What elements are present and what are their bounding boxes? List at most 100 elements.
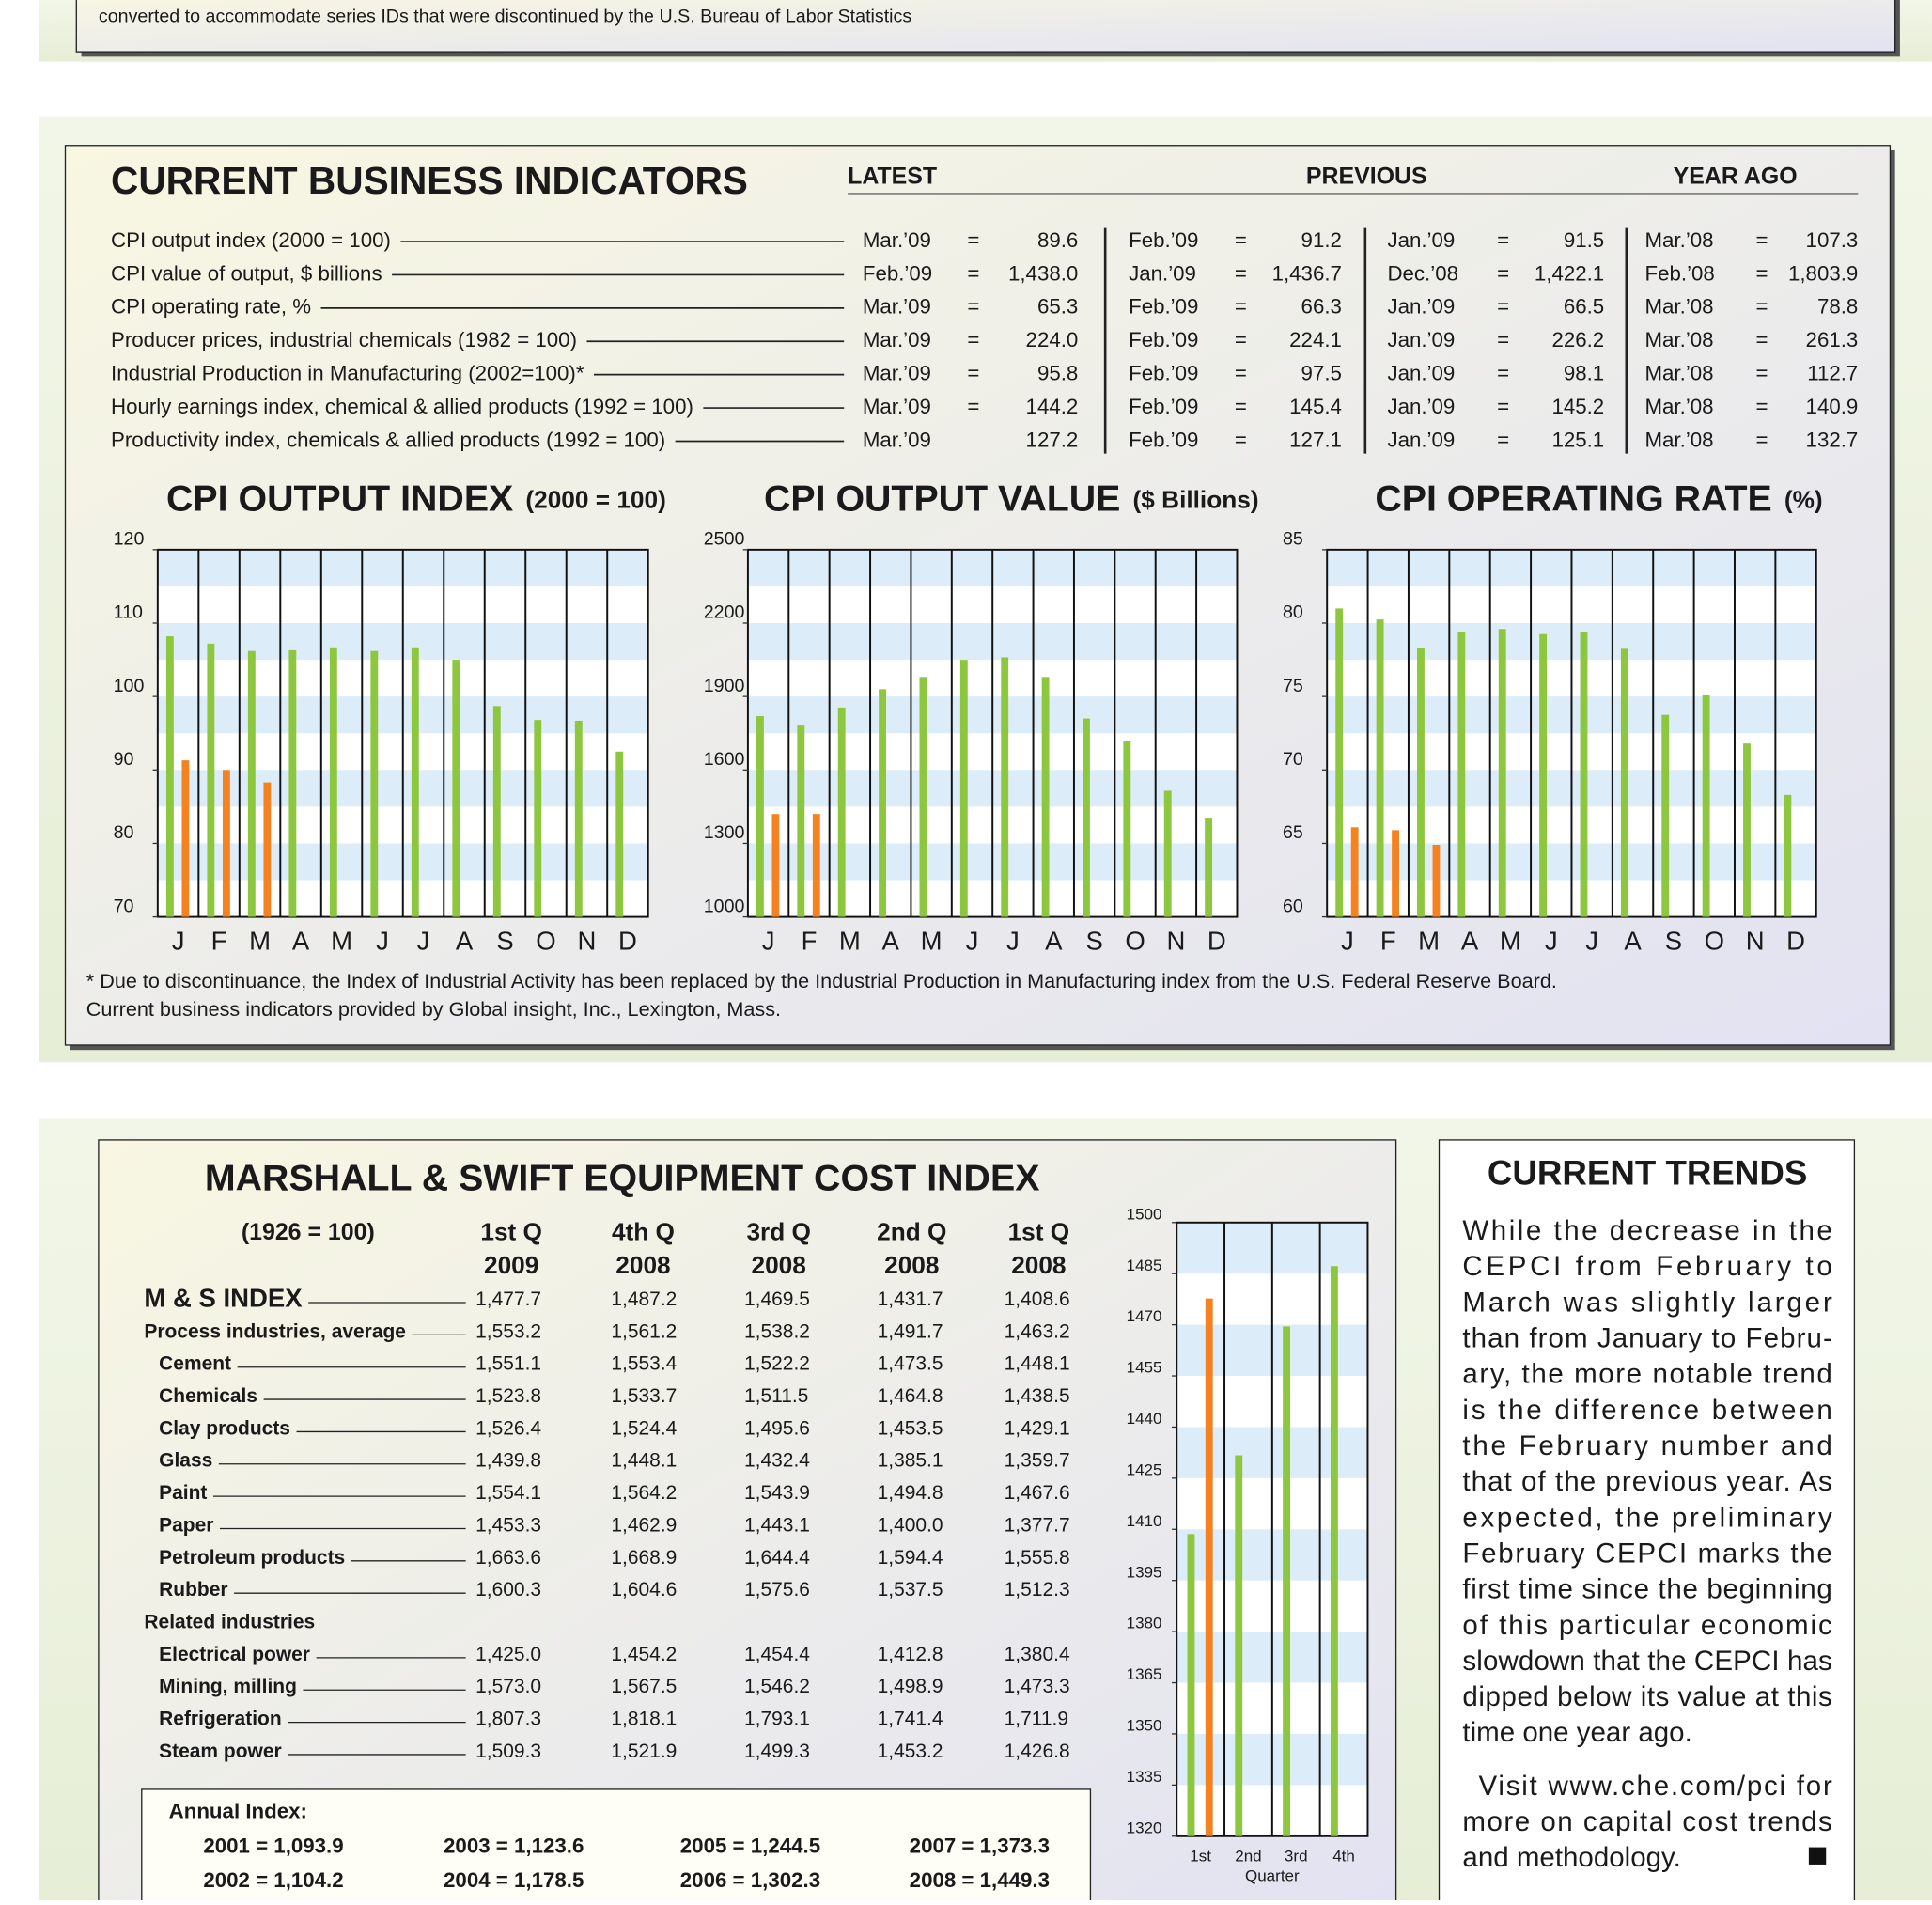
cell-value: 1,526.4 [475,1417,541,1439]
row-label: CPI operating rate, % [111,295,311,319]
x-tick-label: N [1166,926,1185,955]
cell-value: 91.2 [1301,228,1342,252]
x-tick-label: A [456,926,474,955]
cell-sign: = [967,362,979,385]
bar [1392,830,1400,917]
bar [222,770,230,917]
cell-value: 1,359.7 [1005,1450,1070,1472]
cell-value: 127.1 [1289,428,1342,451]
bar [247,650,256,917]
cell-date: Feb.’09 [1129,295,1198,319]
x-tick-label: O [1705,926,1724,955]
trend-text: March was slightly larger [1462,1287,1832,1318]
y-tick-label: 60 [1283,896,1303,916]
trend-text: of this particular economic [1462,1610,1831,1641]
row-label: Process industries, average [144,1320,406,1342]
cell-value: 127.2 [1026,428,1079,451]
bar [1498,629,1506,917]
row-label: Cement [159,1353,231,1375]
y-tick-label: 100 [114,676,145,696]
cell-value: 145.2 [1551,395,1604,418]
cell-value: 78.8 [1817,295,1858,319]
cell-value: 1,495.6 [744,1417,810,1439]
y-tick-label: 1425 [1127,1460,1162,1478]
cell-value: 140.9 [1806,395,1859,418]
trend-text: that of the previous year. As [1462,1466,1831,1497]
bar [207,643,215,917]
annual-entry: 2007 = 1,373.3 [910,1834,1050,1857]
x-tick-label: M [839,926,861,955]
chart-title-main: CPI OPERATING RATE [1375,478,1771,520]
cell-value: 1,431.7 [878,1288,943,1310]
bar [1001,657,1009,917]
cell-value: 1,453.5 [878,1417,943,1439]
cell-value: 1,554.1 [475,1482,541,1504]
bar [1661,714,1670,917]
cell-date: Feb.’09 [1129,328,1198,351]
column-quarter: 4th Q [612,1218,675,1246]
cell-value: 89.6 [1037,228,1078,252]
cell-date: Jan.’09 [1387,362,1455,385]
cell-date: Feb.’09 [1129,228,1198,252]
x-tick-label: J [1006,926,1020,955]
trend-text: ary, the more notable trend [1462,1359,1831,1390]
x-tick-label: 3rd [1285,1848,1308,1866]
cell-value: 1,538.2 [744,1320,810,1342]
bar [959,660,968,917]
cell-value: 1,463.2 [1005,1320,1070,1342]
annual-entry: 2005 = 1,244.5 [680,1834,820,1857]
cell-value: 1,567.5 [611,1676,677,1697]
y-tick-label: 1380 [1127,1615,1162,1632]
cell-value: 1,564.2 [611,1482,677,1504]
trend-text: first time since the beginning [1462,1574,1831,1605]
cell-value: 1,711.9 [1005,1709,1068,1730]
bar [812,814,820,917]
bar [1335,608,1344,917]
cell-value: 1,443.1 [744,1514,810,1536]
bar [1620,648,1628,917]
cell-sign: = [1756,261,1768,285]
y-tick-label: 1300 [704,822,745,843]
column-header: YEAR AGO [1674,163,1798,189]
cell-value: 1,741.4 [878,1709,943,1730]
bar [615,751,624,917]
footnote: * Due to discontinuance, the Index of In… [86,969,1557,992]
end-mark [1808,1847,1827,1865]
cell-sign: = [1235,228,1247,252]
cell-sign: = [1756,328,1768,351]
cell-value: 1,494.8 [878,1482,943,1504]
cell-value: 1,600.3 [475,1579,541,1601]
cell-date: Jan.’09 [1387,428,1455,451]
cell-sign: = [1756,295,1768,319]
bar [452,660,460,917]
cell-value: 1,439.8 [475,1450,541,1472]
y-tick-label: 1900 [704,676,745,696]
chart-title: CPI OUTPUT VALUE ($ Billions) [764,478,1259,520]
x-tick-label: J [966,926,979,955]
x-tick-label: J [1585,926,1598,955]
row-label: Chemicals [159,1385,257,1407]
top-box [75,0,1896,53]
cell-value: 1,422.1 [1535,261,1604,285]
bar [1417,648,1425,917]
cell-sign: = [967,228,979,252]
cell-value: 1,438.5 [1005,1385,1070,1407]
cell-date: Mar.’09 [863,362,931,385]
cell-value: 91.5 [1564,228,1604,252]
base-note: (1926 = 100) [242,1219,375,1245]
cell-date: Mar.’08 [1644,328,1713,351]
cell-sign: = [1756,362,1768,385]
cell-date: Feb.’09 [1129,395,1198,418]
bar [1580,632,1588,917]
bar [1041,677,1050,917]
cell-value: 1,509.3 [475,1741,541,1762]
section-title: CURRENT BUSINESS INDICATORS [111,159,748,202]
cell-value: 1,453.3 [475,1514,541,1536]
y-tick-label: 1470 [1127,1307,1162,1325]
y-tick-label: 1500 [1127,1205,1162,1223]
y-tick-label: 65 [1283,822,1303,843]
chart-subtitle: ($ Billions) [1133,486,1259,514]
cell-sign: = [967,261,979,285]
row-label: Glass [159,1450,212,1472]
bar [1163,790,1172,917]
